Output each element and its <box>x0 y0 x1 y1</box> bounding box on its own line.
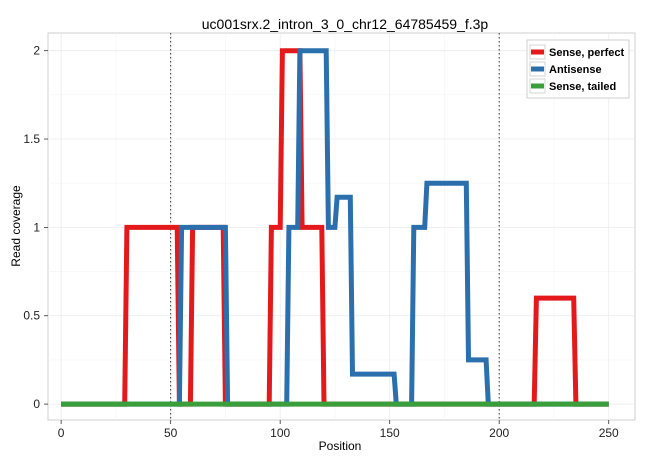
y-axis-title: Read coverage <box>9 185 23 267</box>
legend-entry-label: Antisense <box>549 64 602 76</box>
legend-entry-label: Sense, perfect <box>549 47 625 59</box>
chart-title: uc001srx.2_intron_3_0_chr12_64785459_f.3… <box>202 16 489 32</box>
y-tick-label: 1.5 <box>23 132 40 146</box>
x-axis-title: Position <box>319 439 362 453</box>
x-tick-label: 200 <box>489 426 509 440</box>
axis-layer: 0 50 100 150 200 250 0 0.5 1 1.5 2 <box>23 44 619 440</box>
x-tick-label: 150 <box>380 426 400 440</box>
x-tick-label: 50 <box>164 426 178 440</box>
y-tick-label: 1 <box>33 220 40 234</box>
x-tick-label: 100 <box>270 426 290 440</box>
legend-entry-label: Sense, tailed <box>549 81 616 93</box>
y-tick-label: 0.5 <box>23 309 40 323</box>
y-tick-label: 0 <box>33 397 40 411</box>
y-tick-label: 2 <box>33 44 40 58</box>
legend: Sense, perfect Antisense Sense, tailed <box>526 39 630 99</box>
x-tick-label: 250 <box>599 426 619 440</box>
series-layer <box>61 48 609 407</box>
x-tick-label: 0 <box>58 426 65 440</box>
